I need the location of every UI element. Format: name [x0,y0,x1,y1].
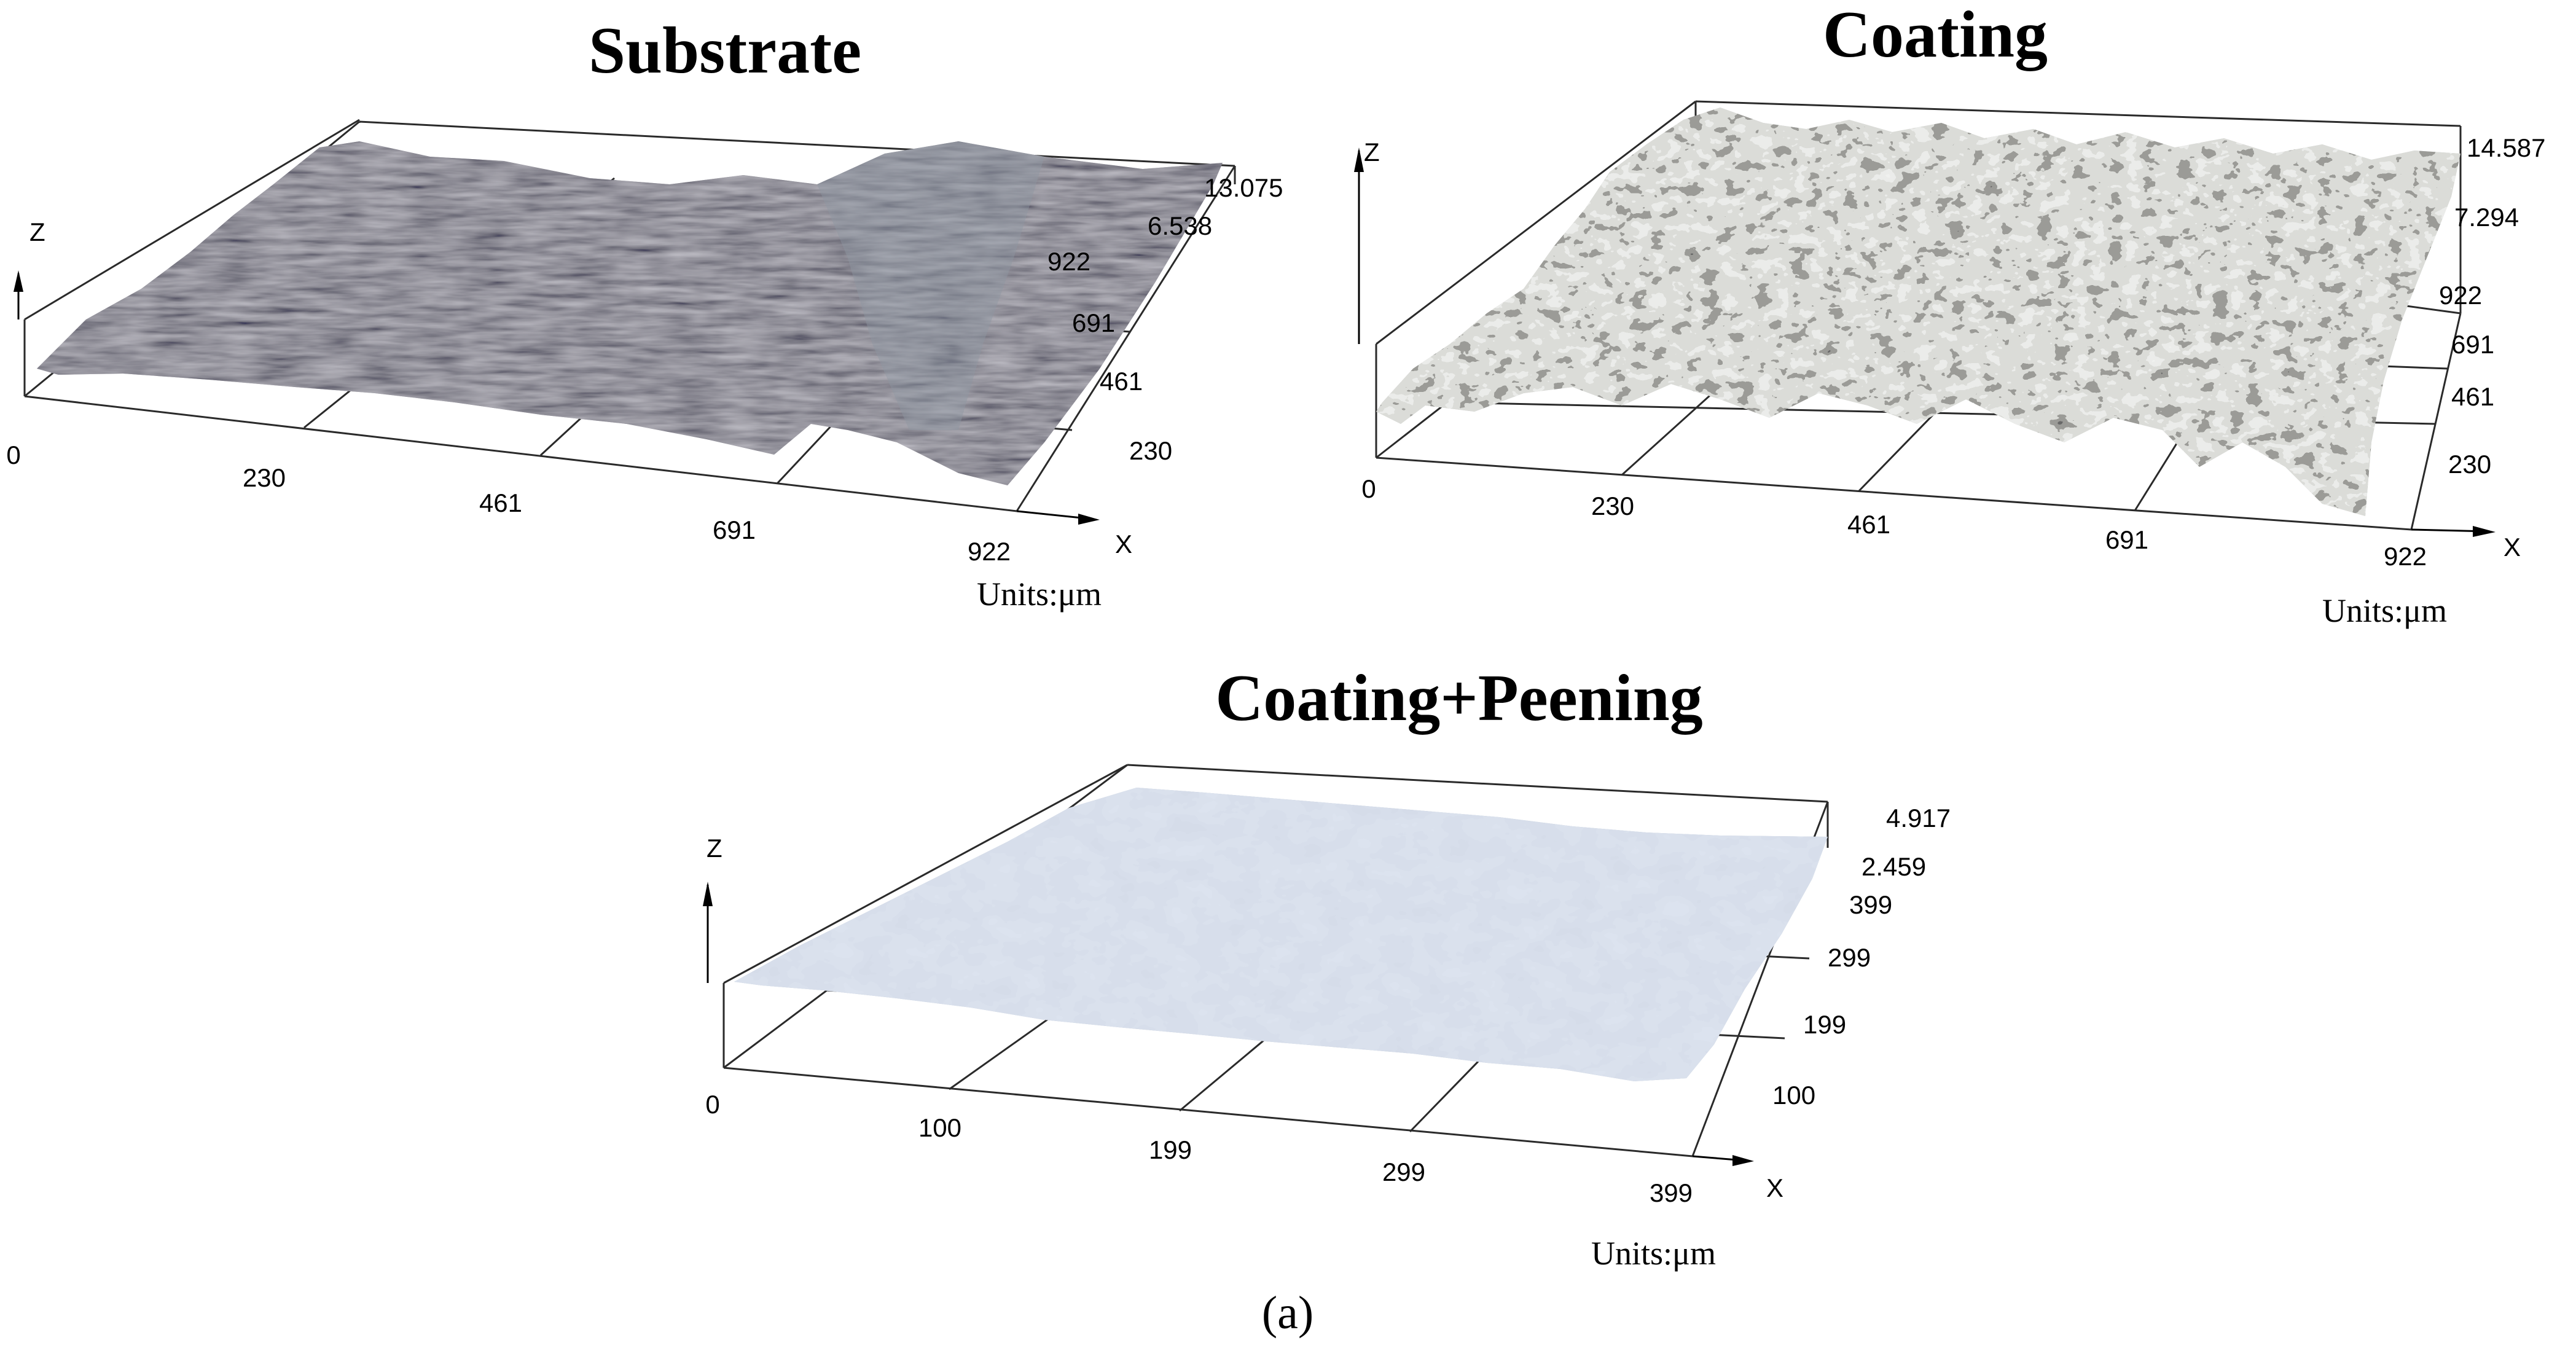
y-tick-label: 399 [1849,890,1892,919]
y-tick-label: 922 [1047,247,1090,276]
z-arrow-head-icon [703,882,713,906]
z-tick-label: 7.294 [2454,203,2519,232]
x-tick-label: 461 [479,488,522,517]
x-arrow-head-icon [1732,1155,1754,1166]
y-tick-label: 199 [1803,1010,1846,1039]
z-arrow-head-icon [14,270,23,292]
x-tick-label: 461 [1847,510,1890,539]
y-tick-label: 691 [1072,308,1115,337]
panel-title: Coating+Peening [1215,662,1703,735]
x-axis-label: X [1766,1173,1783,1202]
x-tick-label: 922 [968,537,1011,566]
z-axis-label: Z [1364,138,1380,166]
z-tick-label: 2.459 [1862,852,1926,881]
surface-texture [734,788,1828,1081]
y-tick-label: 230 [1129,436,1172,465]
x-tick-label: 230 [1591,491,1634,520]
z-tick-label: 4.917 [1886,804,1951,832]
z-axis-label: Z [29,217,45,246]
units-label: Units:μm [977,576,1102,613]
x-tick-label: 299 [1382,1157,1425,1186]
y-tick-label: 299 [1828,943,1871,972]
y-tick-label: 461 [2451,382,2494,411]
x-tick-origin: 0 [6,441,20,469]
z-tick-label: 13.075 [1204,173,1283,202]
panel-coating: Coating Z X 0 230 461 691 [1354,0,2545,629]
x-tick-origin: 0 [705,1090,719,1119]
y-tick-label: 461 [1100,367,1143,396]
y-tick-label: 922 [2439,281,2482,310]
x-tick-label: 399 [1650,1178,1693,1207]
x-tick-label: 199 [1149,1135,1192,1164]
surface-texture [1376,108,2461,516]
y-tick-label: 691 [2451,330,2494,359]
surface-highlight-ridge [817,141,1044,430]
x-tick-label: 691 [2105,525,2148,554]
units-label: Units:μm [2322,592,2447,629]
figure-label: (a) [1262,1287,1313,1339]
y-tick-label: 100 [1772,1081,1815,1110]
z-tick-label: 6.538 [1148,211,1212,240]
panel-coating-peening: Coating+Peening Z X 0 100 199 299 3 [703,662,1951,1272]
z-axis-label: Z [707,834,722,863]
z-arrow-head-icon [1354,147,1364,172]
y-tick-label: 230 [2448,450,2491,479]
surface-texture [37,141,1223,485]
z-tick-label: 14.587 [2467,133,2545,162]
x-tick-label: 230 [243,463,286,492]
x-tick-origin: 0 [1361,474,1376,503]
x-axis-label: X [1115,530,1132,558]
x-tick-label: 922 [2384,542,2427,571]
x-tick-label: 691 [713,515,756,544]
panel-title: Substrate [589,14,861,87]
x-axis-label: X [2504,533,2521,562]
x-tick-label: 100 [918,1113,961,1142]
panel-title: Coating [1823,0,2048,71]
units-label: Units:μm [1591,1235,1716,1272]
panel-substrate: Substrate Z X 0 230 461 691 [6,14,1283,613]
x-arrow-head-icon [2473,526,2496,537]
x-arrow-head-icon [1078,514,1100,525]
